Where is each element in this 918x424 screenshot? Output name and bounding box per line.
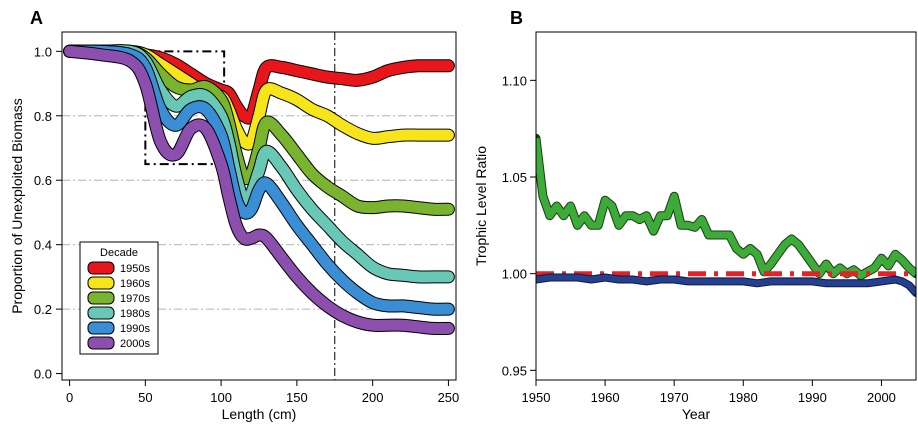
trophic-series-1: [536, 133, 916, 281]
x-tick-label: 1970: [660, 390, 689, 405]
legend-swatch: [87, 291, 115, 305]
legend-item: 1980s: [87, 306, 150, 320]
y-tick-label: 0.4: [34, 238, 52, 253]
x-tick-label: 1980: [729, 390, 758, 405]
panel-a-y-axis-label: Proportion of Unexploited Biomass: [9, 98, 25, 314]
panel-a-x-axis-label: Length (cm): [222, 406, 297, 422]
series-line: [64, 45, 454, 150]
legend-item: 1950s: [87, 261, 150, 275]
x-tick-label: 200: [362, 390, 384, 405]
panel-a-legend: Decade 1950s 1960s 1970s 1980s 1990s 2000s: [79, 241, 159, 355]
panel-a-x-ticks: 0 50 100 150 200 250: [66, 380, 459, 405]
legend-swatch: [87, 261, 115, 275]
series-outline: [536, 133, 916, 281]
legend-swatch: [87, 276, 115, 290]
legend-label: 1950s: [120, 263, 150, 275]
series-1990s: [63, 44, 455, 316]
x-tick-label: 100: [210, 390, 232, 405]
panel-b-series: [536, 133, 916, 297]
trophic-series-3: [536, 273, 916, 297]
series-1970s: [63, 44, 455, 216]
x-tick-label: 50: [138, 390, 152, 405]
series-line: [64, 45, 454, 283]
series-2000s: [63, 44, 455, 336]
panel-a: A 0 50 100 150 200 250 0.0 0.2 0.4 0.6 0.8 1.0 Len…: [9, 8, 459, 422]
panel-b-y-axis-label: Trophic Level Ratio: [473, 146, 489, 266]
x-tick-label: 1960: [591, 390, 620, 405]
legend-label: 1980s: [120, 308, 150, 320]
y-tick-label: 0.8: [34, 109, 52, 124]
panel-b-label: B: [510, 8, 523, 28]
y-tick-label: 0.0: [34, 367, 52, 382]
legend-swatch: [87, 321, 115, 335]
panel-b-x-axis-label: Year: [682, 406, 711, 422]
series-1960s: [63, 44, 455, 151]
y-tick-label: 1.0: [34, 44, 52, 59]
series-line: [64, 45, 454, 335]
legend-item: 1970s: [87, 291, 150, 305]
legend-label: 1970s: [120, 293, 150, 305]
legend-item: 2000s: [87, 336, 150, 350]
panel-a-label: A: [30, 8, 43, 28]
panel-a-series: [63, 44, 455, 336]
x-tick-label: 2000: [867, 390, 896, 405]
legend-label: 1960s: [120, 278, 150, 290]
legend-item: 1990s: [87, 321, 150, 335]
panel-b: B 1950 1960 1970 1980 1990 2000 0.95 1.00 1.05 1…: [473, 8, 917, 422]
legend-swatch: [87, 336, 115, 350]
x-tick-label: 1950: [522, 390, 551, 405]
legend-swatch: [87, 306, 115, 320]
x-tick-label: 1990: [798, 390, 827, 405]
y-tick-label: 0.6: [34, 173, 52, 188]
legend-item: 1960s: [87, 276, 150, 290]
series-line: [64, 45, 454, 215]
series-line: [64, 45, 454, 315]
legend-label: 2000s: [120, 338, 150, 350]
panel-b-plot-frame: [535, 31, 917, 381]
legend-label: 1990s: [120, 323, 150, 335]
panel-b-y-ticks: 0.95 1.00 1.05 1.10: [502, 73, 536, 378]
series-line: [536, 274, 916, 296]
series-line: [536, 137, 916, 280]
legend-title: Decade: [100, 247, 138, 259]
panel-a-y-ticks: 0.0 0.2 0.4 0.6 0.8 1.0: [34, 44, 62, 382]
y-tick-label: 0.2: [34, 302, 52, 317]
panel-b-x-ticks: 1950 1960 1970 1980 1990 2000: [522, 380, 896, 405]
panel-a-plot-frame: [61, 31, 457, 381]
y-tick-label: 1.10: [502, 73, 527, 88]
x-tick-label: 250: [438, 390, 460, 405]
y-tick-label: 1.05: [502, 170, 527, 185]
y-tick-label: 1.00: [502, 267, 527, 282]
series-1980s: [63, 44, 455, 284]
x-tick-label: 0: [66, 390, 73, 405]
x-tick-label: 150: [286, 390, 308, 405]
y-tick-label: 0.95: [502, 363, 527, 378]
